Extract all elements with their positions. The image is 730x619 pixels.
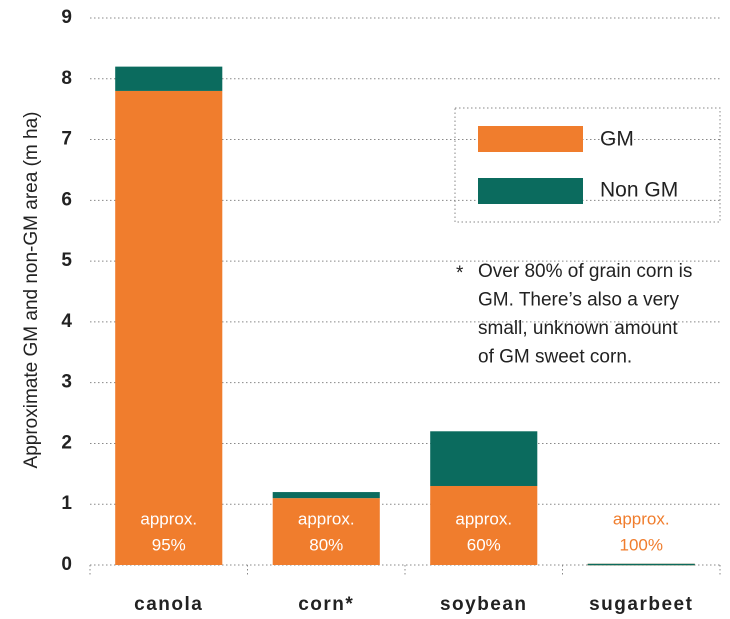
x-tick-label: sugarbeet: [589, 594, 693, 615]
y-axis-label: Approximate GM and non-GM area (m ha): [21, 112, 42, 469]
bar-segment: [272, 498, 380, 565]
y-tick-label: 6: [61, 189, 72, 210]
share-label: approx.: [613, 509, 670, 528]
footnote-line: of GM sweet corn.: [478, 347, 632, 368]
y-tick-label: 5: [61, 250, 72, 271]
share-label: 100%: [620, 535, 663, 554]
y-tick-label: 8: [61, 68, 72, 89]
bar-segment: [587, 563, 695, 566]
legend-swatch: [478, 178, 583, 204]
bar-segment: [430, 431, 538, 486]
bar-segment: [272, 492, 380, 499]
x-tick-label: canola: [134, 594, 203, 615]
legend-label: Non GM: [600, 179, 678, 202]
share-label: approx.: [298, 509, 355, 528]
y-tick-label: 9: [61, 7, 72, 28]
bar-segment: [430, 485, 538, 565]
legend-box: [454, 107, 721, 223]
legend-label: GM: [600, 128, 634, 151]
bar-segment: [115, 90, 223, 565]
footnote-marker: *: [456, 263, 464, 284]
x-tick-label: soybean: [440, 594, 528, 615]
share-label: approx.: [455, 509, 512, 528]
footnote-line: Over 80% of grain corn is: [478, 261, 692, 282]
share-label: 60%: [467, 535, 501, 554]
legend-swatch: [478, 126, 583, 152]
bar-segment: [115, 66, 223, 91]
y-tick-label: 1: [61, 493, 72, 514]
y-tick-label: 0: [61, 554, 72, 575]
share-label: 80%: [309, 535, 343, 554]
share-label: approx.: [140, 509, 197, 528]
footnote-line: small, unknown amount: [478, 318, 678, 339]
y-tick-label: 3: [61, 372, 72, 393]
y-tick-label: 4: [61, 311, 72, 332]
share-label: 95%: [152, 535, 186, 554]
y-tick-label: 2: [61, 432, 72, 453]
y-tick-label: 7: [61, 129, 72, 150]
x-tick-label: corn*: [298, 594, 354, 615]
footnote-line: GM. There’s also a very: [478, 290, 679, 311]
